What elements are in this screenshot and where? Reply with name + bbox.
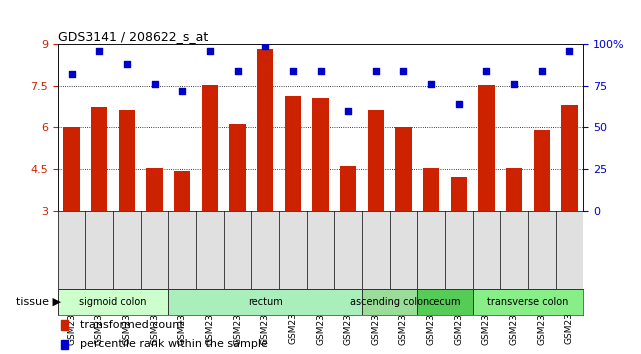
Point (315, 68, 326, 74)
Point (509, 81, 519, 87)
Bar (478, 85, 495, 211)
Text: transverse colon: transverse colon (487, 297, 569, 307)
Bar (561, 105, 578, 211)
Point (149, 81, 160, 87)
Bar (174, 171, 190, 211)
Point (481, 68, 492, 74)
Bar (285, 96, 301, 211)
Bar (201, 85, 218, 211)
Bar (63, 127, 80, 211)
Point (343, 108, 353, 114)
Bar (119, 110, 135, 211)
Point (564, 48, 574, 54)
Bar (417, 289, 472, 315)
Text: percentile rank within the sample: percentile rank within the sample (79, 339, 268, 349)
Text: ascending colon: ascending colon (350, 297, 429, 307)
Text: rectum: rectum (248, 297, 283, 307)
Bar (451, 177, 467, 211)
Bar (506, 169, 522, 211)
Point (398, 68, 408, 74)
Bar (533, 130, 550, 211)
Bar (61, 339, 69, 349)
Bar (367, 110, 384, 211)
Bar (423, 169, 440, 211)
Bar (395, 127, 412, 211)
Point (233, 68, 243, 74)
Bar (340, 166, 356, 211)
Point (260, 43, 271, 49)
Point (204, 48, 215, 54)
Text: tissue ▶: tissue ▶ (16, 297, 61, 307)
Bar (91, 108, 108, 211)
Bar (169, 289, 362, 315)
Point (370, 68, 381, 74)
Point (177, 88, 187, 94)
Point (537, 68, 547, 74)
Bar (146, 169, 163, 211)
Point (426, 81, 437, 87)
Point (94, 48, 104, 54)
Bar (472, 289, 583, 315)
Point (288, 68, 298, 74)
Bar (362, 289, 417, 315)
Bar (61, 320, 69, 330)
Point (67, 72, 77, 77)
Bar (58, 289, 169, 315)
Point (122, 61, 132, 67)
Text: sigmoid colon: sigmoid colon (79, 297, 147, 307)
Bar (257, 49, 274, 211)
Text: GDS3141 / 208622_s_at: GDS3141 / 208622_s_at (58, 30, 208, 43)
Bar (312, 98, 329, 211)
Point (454, 101, 464, 107)
Bar (229, 124, 246, 211)
Text: transformed count: transformed count (79, 320, 183, 330)
Text: cecum: cecum (429, 297, 462, 307)
